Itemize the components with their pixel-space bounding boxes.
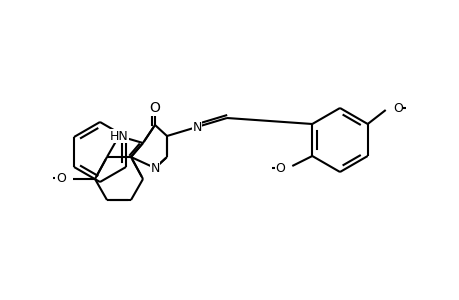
Text: N: N xyxy=(192,121,201,134)
Text: N: N xyxy=(150,161,159,175)
Text: HN: HN xyxy=(109,130,128,142)
Text: O: O xyxy=(56,172,66,184)
Text: O: O xyxy=(149,101,160,115)
Text: N: N xyxy=(150,161,159,175)
Text: O: O xyxy=(275,161,285,175)
Text: O: O xyxy=(392,101,402,115)
